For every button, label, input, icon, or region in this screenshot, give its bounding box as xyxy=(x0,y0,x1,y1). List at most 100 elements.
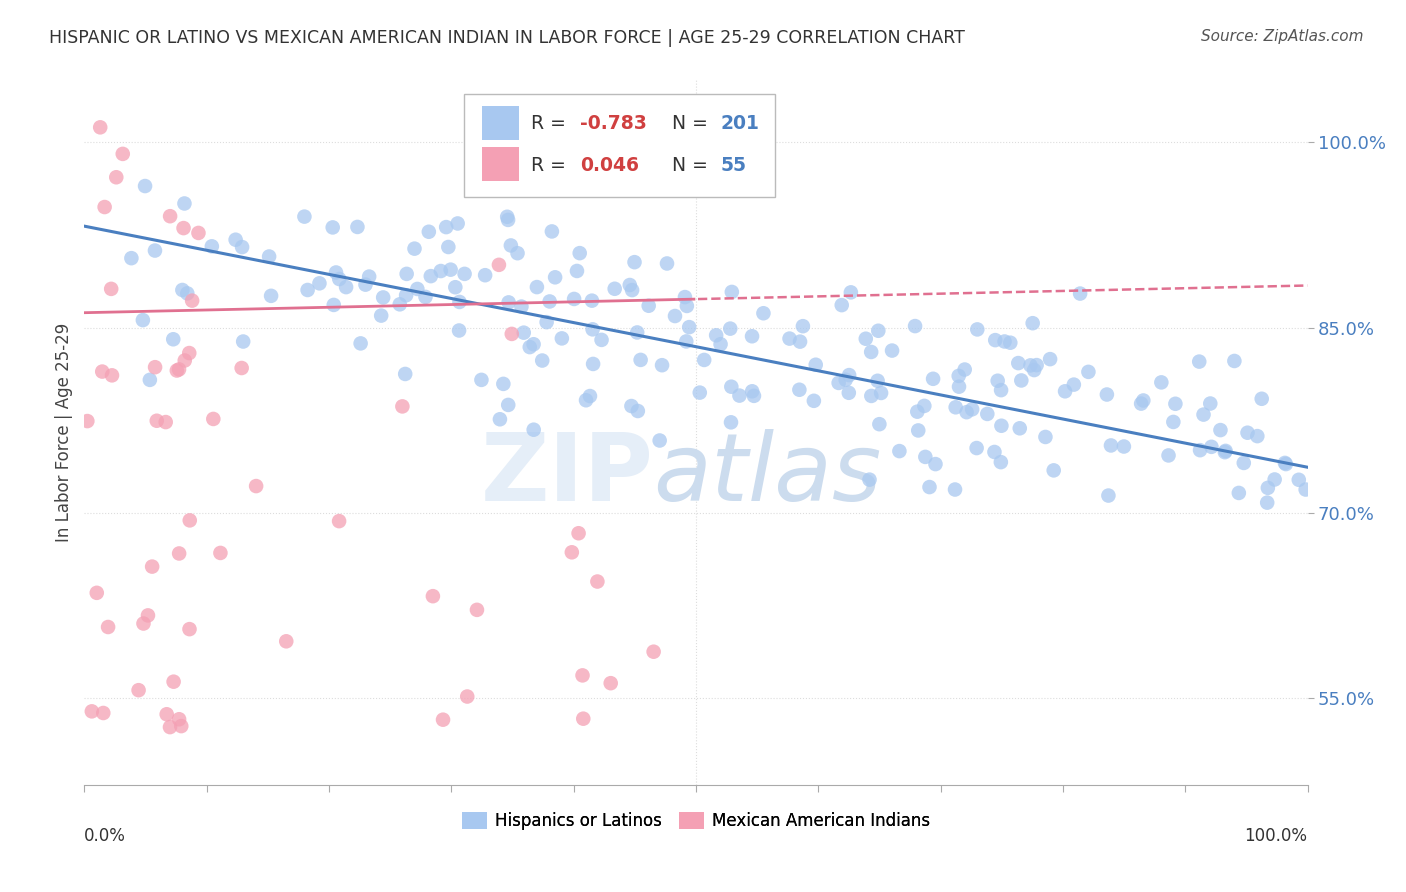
Point xyxy=(359,269,381,284)
Point xyxy=(159,720,181,734)
Point xyxy=(1213,445,1236,459)
Point xyxy=(827,376,849,390)
Point xyxy=(905,405,928,419)
Point xyxy=(453,267,475,281)
Point xyxy=(561,545,583,559)
Point xyxy=(581,322,603,336)
Point xyxy=(1199,396,1222,410)
Point xyxy=(1264,473,1286,487)
Point xyxy=(1000,335,1022,350)
Point xyxy=(167,546,190,560)
Point xyxy=(987,374,1010,388)
Point xyxy=(501,326,523,341)
Point xyxy=(176,286,198,301)
Point xyxy=(907,424,929,438)
Point xyxy=(924,457,946,471)
Point xyxy=(101,368,124,383)
Point xyxy=(689,385,711,400)
Point xyxy=(444,280,467,294)
Point xyxy=(627,404,650,418)
Point xyxy=(943,483,966,497)
Text: ZIP: ZIP xyxy=(481,429,654,521)
Point xyxy=(704,328,727,343)
Point xyxy=(838,385,860,400)
Point xyxy=(120,251,142,265)
Point xyxy=(579,389,602,403)
Point xyxy=(870,386,893,401)
Point xyxy=(166,363,188,377)
Point xyxy=(1130,396,1153,410)
Point xyxy=(620,399,643,413)
Point xyxy=(984,333,1007,347)
Point xyxy=(1250,392,1272,406)
Point xyxy=(201,239,224,253)
Text: -0.783: -0.783 xyxy=(579,114,647,134)
Point xyxy=(167,362,190,376)
Bar xyxy=(482,147,519,181)
Point xyxy=(526,280,548,294)
Point xyxy=(678,320,700,334)
Point xyxy=(260,289,283,303)
Point xyxy=(1157,449,1180,463)
Point xyxy=(93,200,115,214)
Point xyxy=(422,589,444,603)
Point xyxy=(470,373,492,387)
Point xyxy=(1164,397,1187,411)
Point xyxy=(868,324,890,338)
Point xyxy=(1256,495,1278,509)
Point xyxy=(91,706,114,720)
Legend: Hispanics or Latinos, Mexican American Indians: Hispanics or Latinos, Mexican American I… xyxy=(456,805,936,837)
Point xyxy=(449,294,471,309)
Text: Source: ZipAtlas.com: Source: ZipAtlas.com xyxy=(1201,29,1364,44)
Point xyxy=(432,713,454,727)
Point xyxy=(155,415,177,429)
Point xyxy=(1035,430,1057,444)
Point xyxy=(179,346,201,360)
Point xyxy=(76,414,98,428)
Point xyxy=(91,365,114,379)
Point xyxy=(499,238,522,252)
Point xyxy=(519,340,541,354)
Point xyxy=(990,418,1012,433)
Point xyxy=(562,292,585,306)
Point xyxy=(488,258,510,272)
Point xyxy=(89,120,111,135)
Text: 55: 55 xyxy=(720,156,747,175)
Text: R =: R = xyxy=(531,114,572,134)
Point xyxy=(565,264,588,278)
Point xyxy=(1112,440,1135,454)
Point xyxy=(914,450,936,464)
Point xyxy=(860,345,883,359)
Point xyxy=(571,668,593,682)
Point xyxy=(955,405,977,419)
Point xyxy=(591,333,613,347)
Point xyxy=(492,376,515,391)
Point xyxy=(839,285,862,300)
Point xyxy=(415,290,437,304)
Point xyxy=(621,283,644,297)
Text: atlas: atlas xyxy=(654,429,882,520)
Point xyxy=(172,283,194,297)
Point xyxy=(966,441,988,455)
Point xyxy=(159,209,181,223)
Point xyxy=(551,331,574,345)
Point xyxy=(789,383,811,397)
Point xyxy=(388,297,411,311)
Point xyxy=(976,407,998,421)
Point xyxy=(181,293,204,308)
Point xyxy=(990,455,1012,469)
Point xyxy=(308,277,330,291)
Point xyxy=(173,196,195,211)
Point xyxy=(623,255,645,269)
Point xyxy=(904,319,927,334)
Point xyxy=(231,240,253,254)
Point xyxy=(512,326,534,340)
Point xyxy=(626,326,648,340)
Text: N =: N = xyxy=(672,114,713,134)
Point xyxy=(523,423,546,437)
Point xyxy=(232,334,254,349)
Point xyxy=(599,676,621,690)
Point xyxy=(709,337,731,351)
Point xyxy=(496,398,519,412)
Point xyxy=(619,278,641,293)
